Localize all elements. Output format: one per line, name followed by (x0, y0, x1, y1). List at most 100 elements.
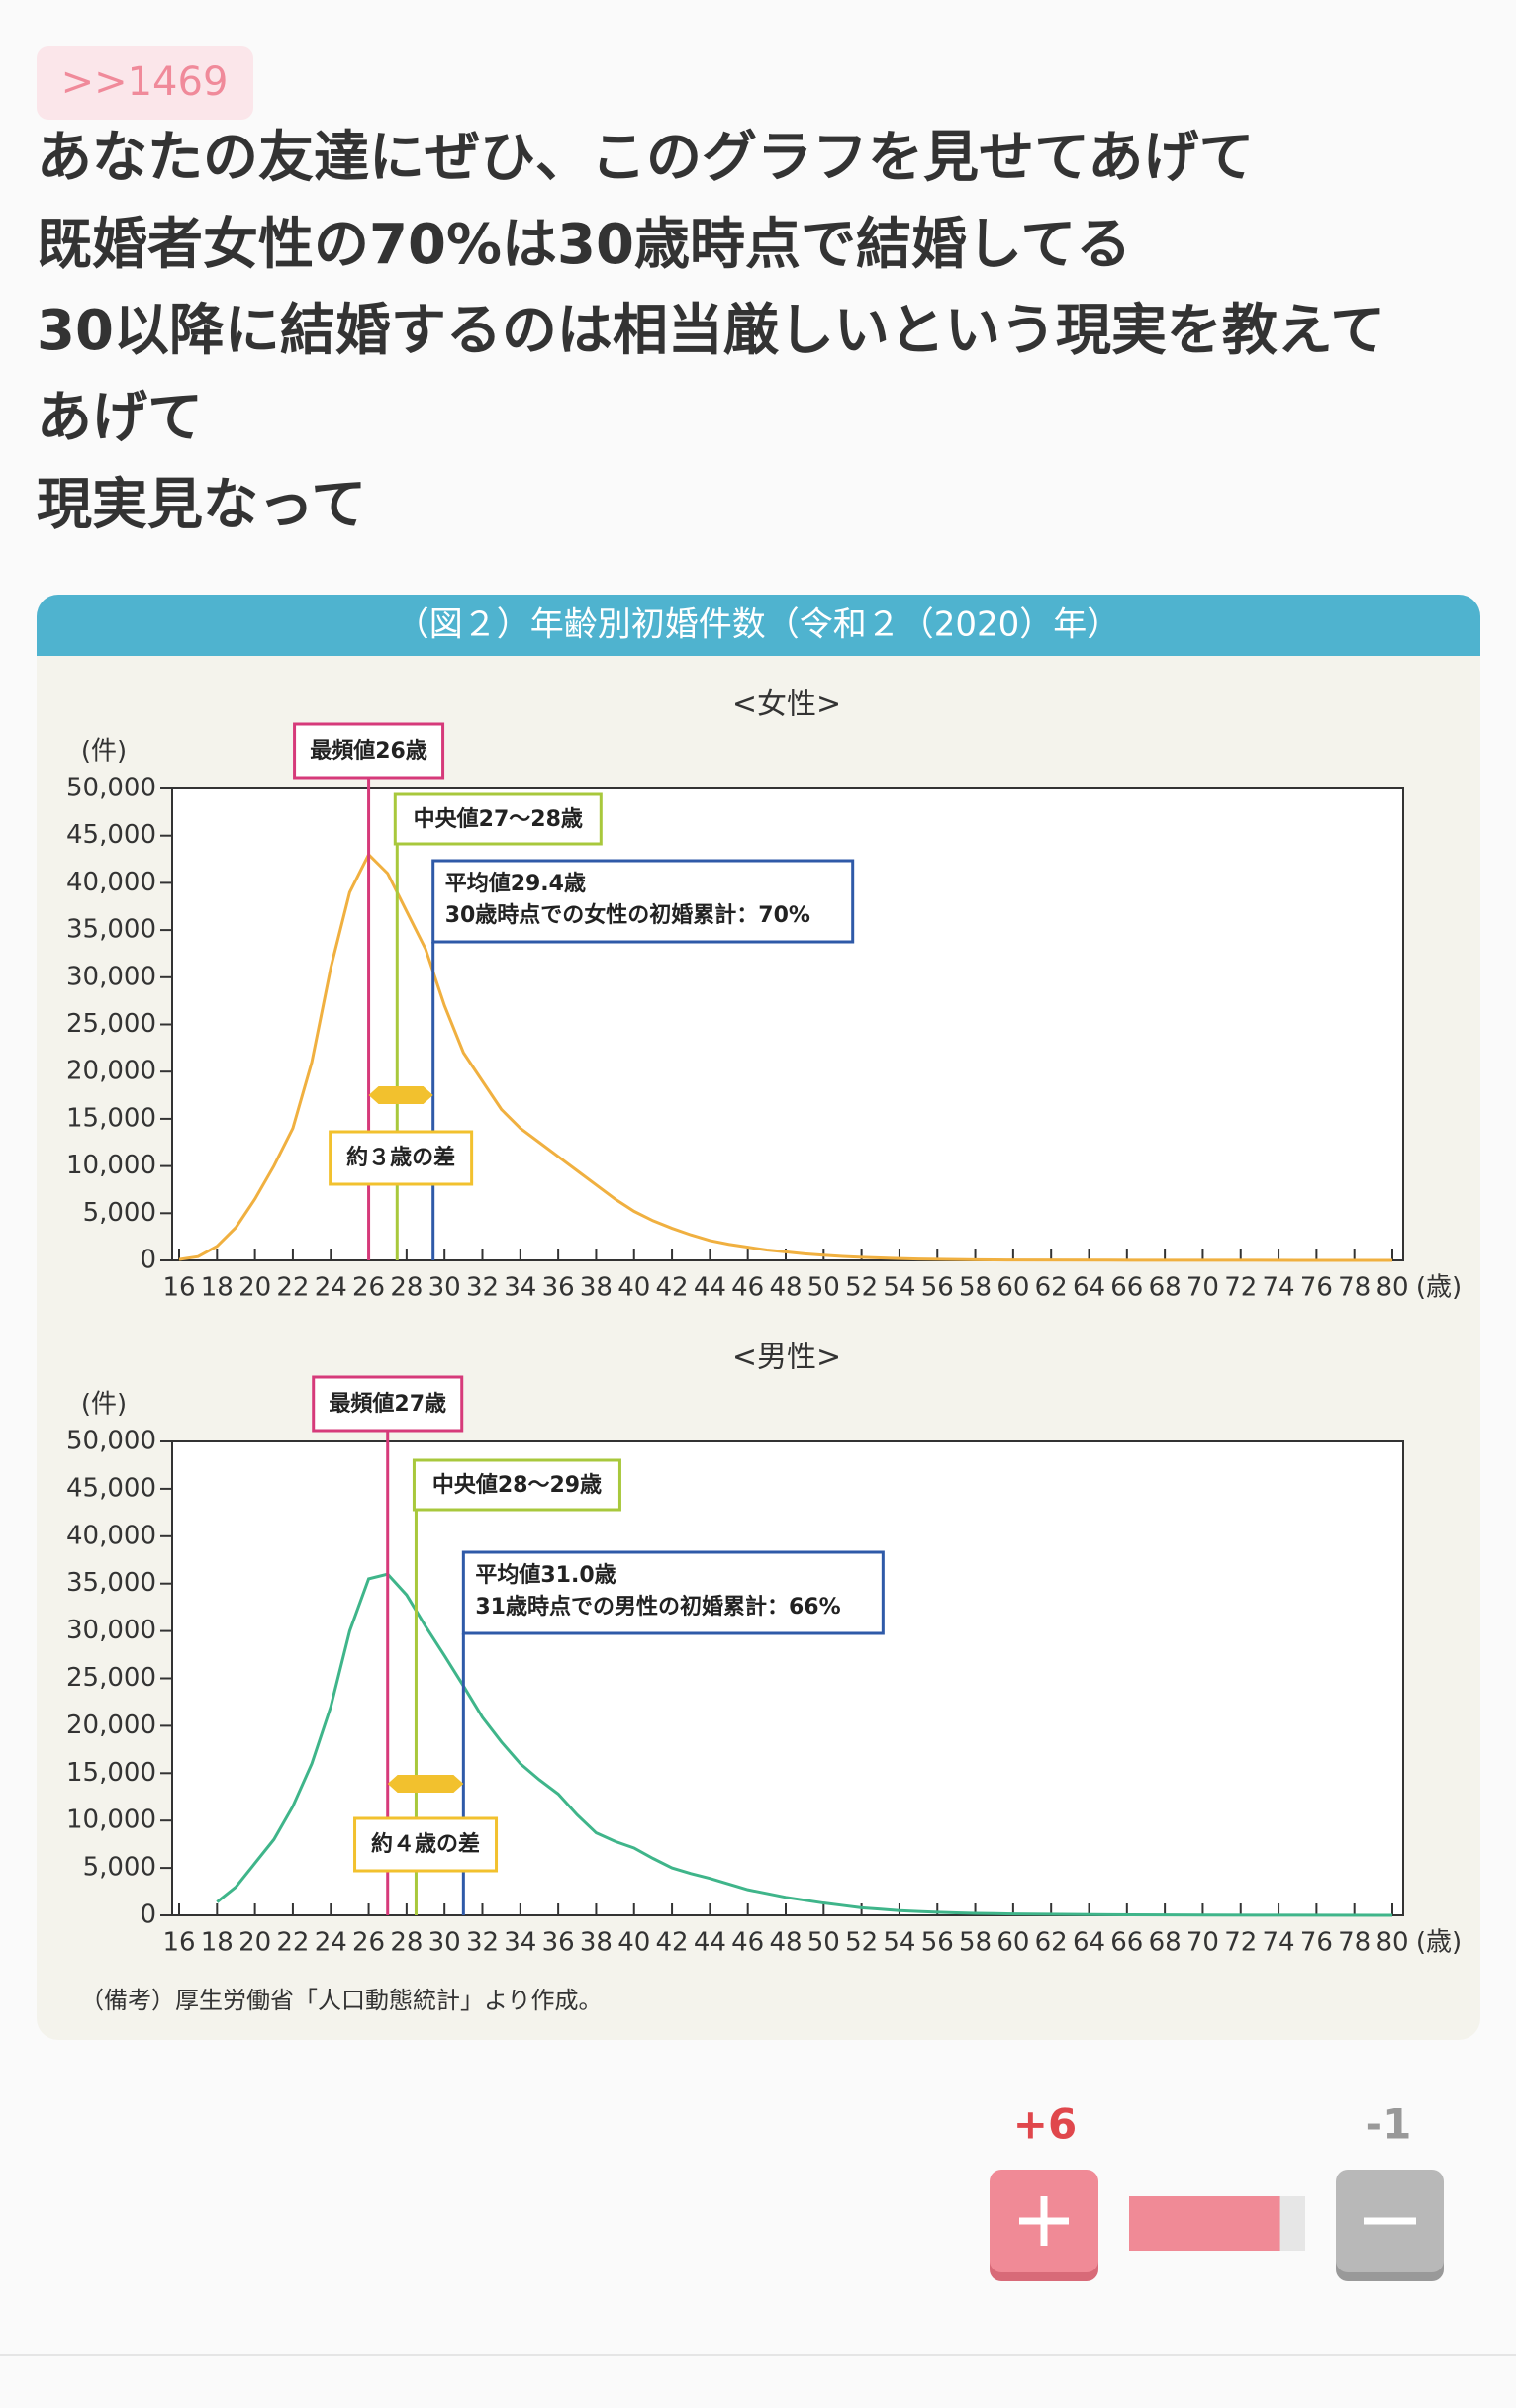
marker-box (293, 722, 445, 780)
marker-note: 31歳時点での男性の初婚累計：66% (475, 1594, 840, 1620)
vote-bar-fill (1129, 2196, 1280, 2251)
marker-note: 30歳時点での女性の初婚累計：70% (445, 902, 810, 928)
post-line: あなたの友達にぜひ、このグラフを見せてあげて (37, 126, 1254, 190)
x-tick-label: 22 (276, 1928, 309, 1958)
x-tick-label: 50 (807, 1273, 840, 1303)
gap-label: 約３歳の差 (346, 1145, 455, 1170)
gap-arrow (368, 1086, 433, 1104)
marker-label: 最頻値26歳 (310, 739, 427, 764)
y-tick-label: 15,000 (66, 1758, 156, 1788)
y-tick-label: 25,000 (66, 1009, 156, 1039)
x-tick-label: 40 (617, 1928, 650, 1958)
marker-label: 中央値28～29歳 (432, 1472, 602, 1498)
x-tick-label: 44 (694, 1273, 726, 1303)
x-tick-label: 46 (731, 1928, 764, 1958)
figure-title: （図２）年齢別初婚件数（令和２（2020）年） (396, 605, 1121, 645)
x-tick-label: 76 (1300, 1273, 1333, 1303)
x-tick-label: 30 (428, 1273, 461, 1303)
x-tick-label: 18 (201, 1273, 234, 1303)
marker-label: 平均値29.4歳 (445, 871, 586, 896)
x-tick-label: 26 (352, 1273, 385, 1303)
x-axis-label: (歳) (1416, 1928, 1462, 1958)
y-tick-label: 5,000 (83, 1198, 156, 1228)
x-tick-label: 62 (1035, 1273, 1068, 1303)
marker-label: 平均値31.0歳 (475, 1562, 616, 1588)
y-tick-label: 20,000 (66, 1057, 156, 1086)
x-tick-label: 52 (845, 1928, 878, 1958)
y-tick-label: 35,000 (66, 1568, 156, 1598)
data-line (178, 852, 1393, 1262)
x-tick-label: 78 (1338, 1273, 1371, 1303)
x-tick-label: 70 (1186, 1273, 1219, 1303)
y-tick-label: 50,000 (66, 1427, 156, 1456)
x-tick-label: 58 (959, 1273, 992, 1303)
x-tick-label: 44 (694, 1928, 726, 1958)
x-tick-label: 66 (1110, 1273, 1143, 1303)
x-tick-label: 80 (1375, 1928, 1408, 1958)
x-axis-label: (歳) (1416, 1273, 1462, 1303)
marker-box (412, 1458, 621, 1512)
x-tick-label: 18 (201, 1928, 234, 1958)
marker-label: 中央値27～28歳 (414, 806, 583, 832)
y-tick-label: 10,000 (66, 1806, 156, 1835)
x-tick-label: 42 (656, 1273, 689, 1303)
marker-box (312, 1375, 464, 1433)
post-line: 現実見なって (37, 473, 366, 537)
x-tick-label: 64 (1073, 1928, 1105, 1958)
gap-box (329, 1130, 474, 1186)
x-tick-label: 46 (731, 1273, 764, 1303)
post-line: 30以降に結婚するのは相当厳しいという現実を教えて (37, 299, 1385, 363)
x-tick-label: 74 (1263, 1273, 1295, 1303)
x-tick-label: 36 (542, 1273, 575, 1303)
x-tick-label: 68 (1149, 1273, 1182, 1303)
x-tick-label: 76 (1300, 1928, 1333, 1958)
x-tick-label: 78 (1338, 1928, 1371, 1958)
y-tick-label: 50,000 (66, 774, 156, 803)
downvote-count: -1 (1366, 2100, 1412, 2149)
x-tick-label: 72 (1224, 1928, 1257, 1958)
y-tick-label: 5,000 (83, 1853, 156, 1883)
y-tick-label: 10,000 (66, 1151, 156, 1180)
chart-title: <女性> (732, 688, 841, 722)
post-line: 既婚者女性の70%は30歳時点で結婚してる (37, 213, 1131, 277)
y-axis-label: (件) (81, 737, 127, 767)
reply-badge[interactable] (37, 46, 253, 120)
x-tick-label: 42 (656, 1928, 689, 1958)
x-tick-label: 74 (1263, 1928, 1295, 1958)
x-tick-label: 36 (542, 1928, 575, 1958)
x-tick-label: 60 (996, 1928, 1029, 1958)
x-tick-label: 56 (921, 1928, 954, 1958)
marker-box (461, 1550, 885, 1635)
reply-link[interactable]: >>1469 (61, 59, 229, 105)
x-tick-label: 38 (580, 1273, 613, 1303)
y-tick-label: 35,000 (66, 915, 156, 945)
upvote-count: +6 (1013, 2100, 1077, 2149)
y-tick-label: 30,000 (66, 1616, 156, 1645)
x-tick-label: 56 (921, 1273, 954, 1303)
figure-header (37, 623, 1480, 656)
y-tick-label: 30,000 (66, 962, 156, 991)
marker-label: 最頻値27歳 (329, 1392, 446, 1417)
x-tick-label: 50 (807, 1928, 840, 1958)
x-tick-label: 20 (238, 1273, 271, 1303)
y-axis-label: (件) (81, 1390, 127, 1420)
x-tick-label: 16 (162, 1928, 195, 1958)
data-line (216, 1572, 1393, 1917)
x-tick-label: 16 (162, 1273, 195, 1303)
x-tick-label: 38 (580, 1928, 613, 1958)
x-tick-label: 52 (845, 1273, 878, 1303)
gap-label: 約４歳の差 (371, 1831, 480, 1857)
y-tick-label: 25,000 (66, 1663, 156, 1693)
x-tick-label: 80 (1375, 1273, 1408, 1303)
x-tick-label: 22 (276, 1273, 309, 1303)
marker-box (431, 859, 855, 944)
x-tick-label: 24 (315, 1273, 347, 1303)
y-tick-label: 0 (140, 1900, 156, 1930)
x-tick-label: 70 (1186, 1928, 1219, 1958)
marker-box (393, 792, 603, 846)
chart-title: <男性> (732, 1341, 841, 1375)
post-line: あげて (37, 386, 203, 450)
x-tick-label: 58 (959, 1928, 992, 1958)
